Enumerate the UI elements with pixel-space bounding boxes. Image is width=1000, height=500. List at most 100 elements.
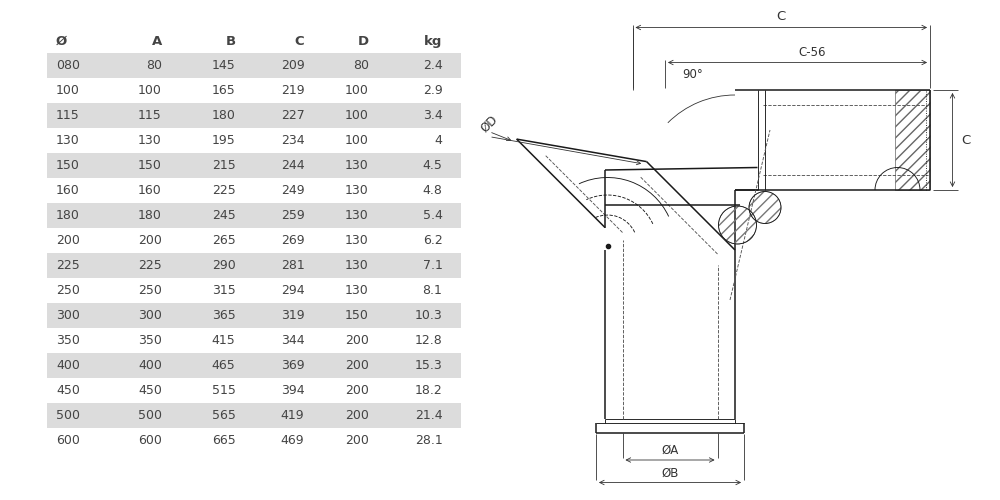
Text: 100: 100 [345, 109, 369, 122]
Text: 225: 225 [138, 259, 162, 272]
Text: 160: 160 [56, 184, 80, 197]
Text: 500: 500 [138, 408, 162, 422]
Text: 319: 319 [281, 309, 304, 322]
Text: 100: 100 [56, 84, 80, 97]
Text: 200: 200 [345, 334, 369, 346]
FancyBboxPatch shape [47, 203, 461, 228]
Text: 200: 200 [345, 408, 369, 422]
Text: 5.4: 5.4 [423, 209, 442, 222]
Text: 234: 234 [281, 134, 304, 147]
Text: 227: 227 [281, 109, 304, 122]
Text: 515: 515 [212, 384, 235, 396]
FancyBboxPatch shape [47, 128, 461, 153]
Text: 6.2: 6.2 [423, 234, 442, 247]
Text: ØD: ØD [478, 113, 500, 135]
Text: 350: 350 [56, 334, 80, 346]
Text: 130: 130 [56, 134, 80, 147]
Text: 200: 200 [345, 358, 369, 372]
Text: 219: 219 [281, 84, 304, 97]
Text: 250: 250 [138, 284, 162, 297]
Text: A: A [152, 34, 162, 48]
Text: 469: 469 [281, 434, 304, 446]
Text: D: D [358, 34, 369, 48]
Text: 15.3: 15.3 [415, 358, 442, 372]
Text: 130: 130 [345, 234, 369, 247]
FancyBboxPatch shape [47, 53, 461, 78]
FancyBboxPatch shape [47, 378, 461, 402]
Text: 265: 265 [212, 234, 235, 247]
Text: ØB: ØB [661, 466, 679, 479]
Text: 300: 300 [56, 309, 80, 322]
Text: 28.1: 28.1 [415, 434, 442, 446]
Text: 115: 115 [138, 109, 162, 122]
Text: 450: 450 [56, 384, 80, 396]
FancyBboxPatch shape [47, 278, 461, 303]
Text: 565: 565 [212, 408, 235, 422]
Text: 200: 200 [138, 234, 162, 247]
Text: 4.8: 4.8 [423, 184, 442, 197]
Text: 415: 415 [212, 334, 235, 346]
Text: C: C [777, 10, 786, 22]
Text: 225: 225 [56, 259, 80, 272]
Text: 12.8: 12.8 [415, 334, 442, 346]
Text: 150: 150 [138, 159, 162, 172]
Text: 2.9: 2.9 [423, 84, 442, 97]
FancyBboxPatch shape [47, 228, 461, 253]
Text: 80: 80 [353, 59, 369, 72]
Text: 100: 100 [138, 84, 162, 97]
Text: 10.3: 10.3 [415, 309, 442, 322]
Text: 200: 200 [56, 234, 80, 247]
FancyBboxPatch shape [47, 352, 461, 378]
Text: 600: 600 [138, 434, 162, 446]
Text: 180: 180 [138, 209, 162, 222]
Text: 3.4: 3.4 [423, 109, 442, 122]
Text: kg: kg [424, 34, 442, 48]
Text: 130: 130 [345, 159, 369, 172]
Text: 209: 209 [281, 59, 304, 72]
FancyBboxPatch shape [47, 153, 461, 178]
Text: 4: 4 [435, 134, 442, 147]
Text: 195: 195 [212, 134, 235, 147]
Text: 200: 200 [345, 434, 369, 446]
Text: 145: 145 [212, 59, 235, 72]
Text: 244: 244 [281, 159, 304, 172]
Text: C: C [962, 134, 971, 146]
Text: 180: 180 [212, 109, 235, 122]
Text: 400: 400 [56, 358, 80, 372]
Text: 369: 369 [281, 358, 304, 372]
Text: 160: 160 [138, 184, 162, 197]
Text: 115: 115 [56, 109, 80, 122]
Text: 300: 300 [138, 309, 162, 322]
FancyBboxPatch shape [47, 103, 461, 128]
Text: 130: 130 [138, 134, 162, 147]
FancyBboxPatch shape [47, 303, 461, 328]
FancyBboxPatch shape [47, 328, 461, 352]
Text: 225: 225 [212, 184, 235, 197]
Text: 80: 80 [146, 59, 162, 72]
Text: 080: 080 [56, 59, 80, 72]
Text: C-56: C-56 [799, 46, 826, 59]
Text: 18.2: 18.2 [415, 384, 442, 396]
FancyBboxPatch shape [47, 178, 461, 203]
Text: 250: 250 [56, 284, 80, 297]
FancyBboxPatch shape [47, 253, 461, 278]
Text: 281: 281 [281, 259, 304, 272]
Text: 2.4: 2.4 [423, 59, 442, 72]
Text: 150: 150 [56, 159, 80, 172]
Text: Ø: Ø [56, 34, 67, 48]
Text: 215: 215 [212, 159, 235, 172]
Text: 180: 180 [56, 209, 80, 222]
Text: 290: 290 [212, 259, 235, 272]
Text: 365: 365 [212, 309, 235, 322]
Text: 7.1: 7.1 [423, 259, 442, 272]
Text: ØA: ØA [661, 444, 679, 456]
Text: C: C [295, 34, 304, 48]
FancyBboxPatch shape [47, 78, 461, 103]
Text: 200: 200 [345, 384, 369, 396]
Text: 315: 315 [212, 284, 235, 297]
Text: 394: 394 [281, 384, 304, 396]
Text: 100: 100 [345, 84, 369, 97]
Text: 130: 130 [345, 184, 369, 197]
FancyBboxPatch shape [47, 402, 461, 427]
Text: 249: 249 [281, 184, 304, 197]
